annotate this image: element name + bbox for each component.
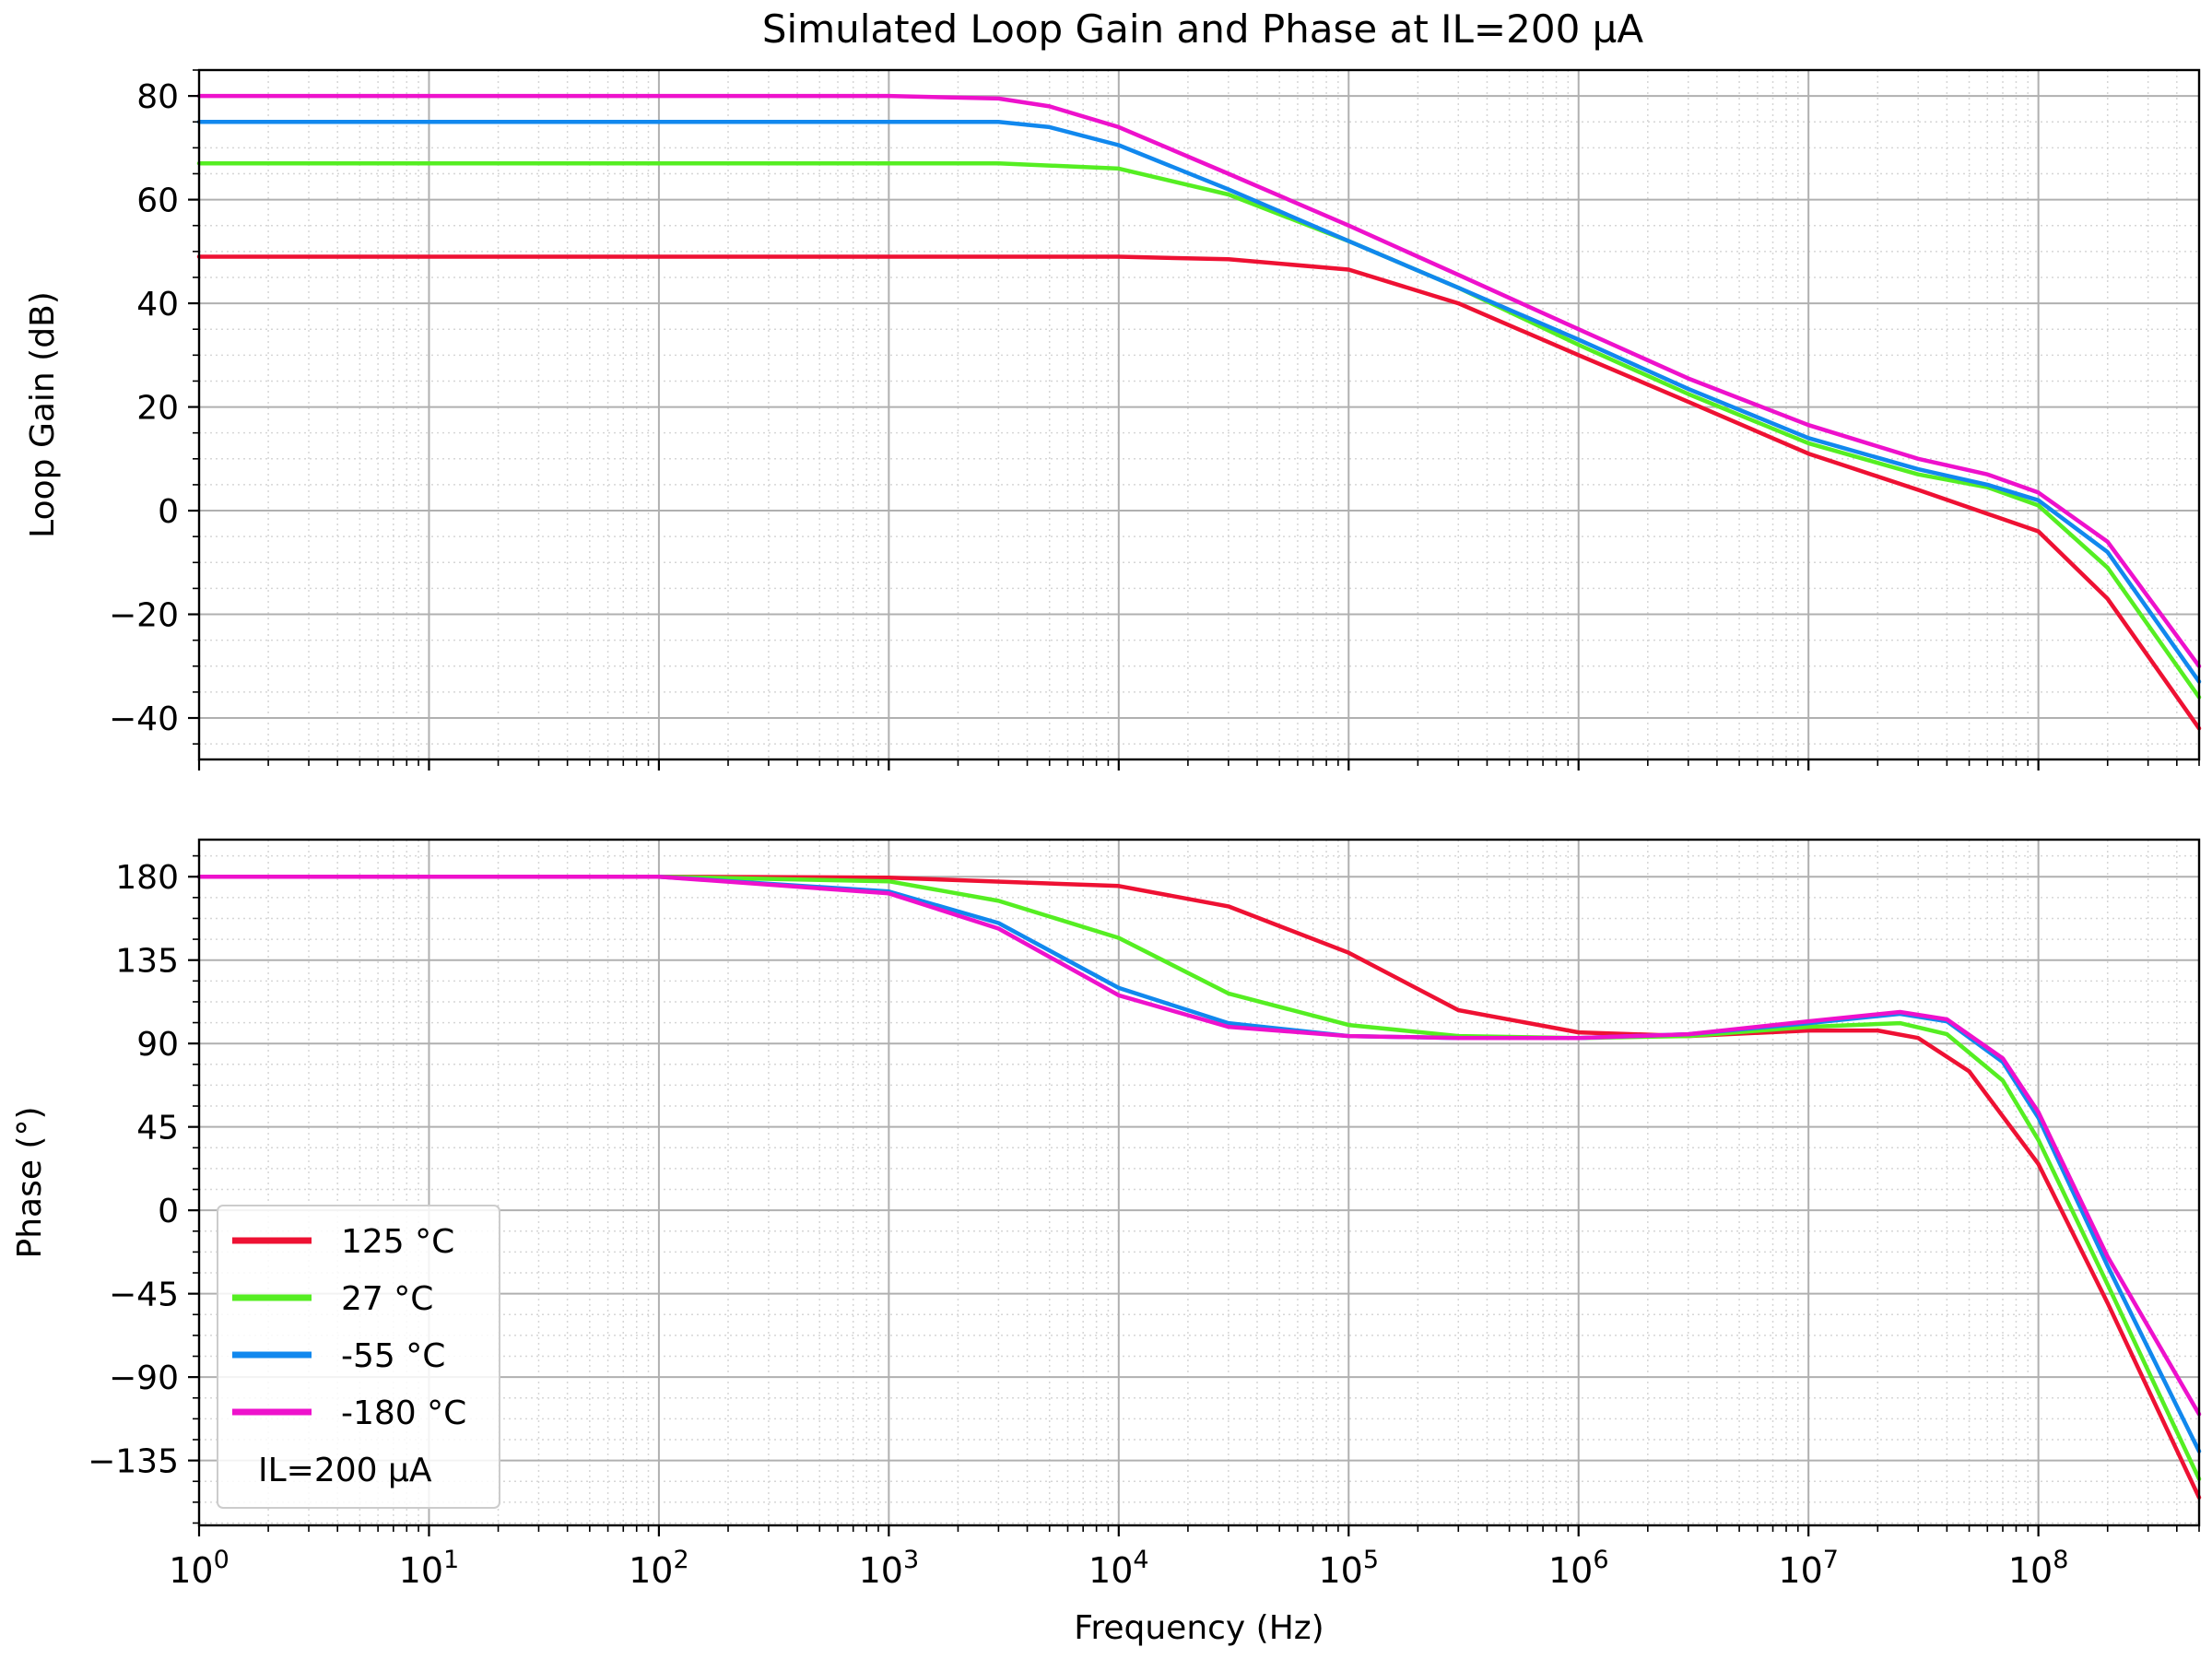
x-tick-label: 108	[2008, 1546, 2069, 1591]
y-tick-label: 135	[115, 943, 179, 981]
gain-axes-frame	[197, 68, 2201, 761]
phase-series-group	[196, 874, 2202, 1500]
x-tick-label: 107	[1778, 1546, 1839, 1591]
x-tick-label: 100	[169, 1546, 229, 1591]
series-125c-line	[196, 254, 2202, 731]
phase-y-axis-label: Phase (°)	[11, 1106, 49, 1258]
y-tick-label: −20	[109, 597, 179, 635]
legend-label: 125 °C	[341, 1223, 454, 1261]
y-tick-label: −40	[109, 700, 179, 738]
gain-minor-grid	[199, 69, 2200, 759]
series--180c-line	[196, 93, 2202, 669]
y-tick-label: 45	[136, 1110, 179, 1147]
legend-label: -55 °C	[341, 1337, 445, 1375]
x-tick-label: 106	[1548, 1546, 1609, 1591]
phase-panel: 180 135 90 45 0 −45 −90 −135 100 101 102 103 104 105…	[11, 838, 2202, 1647]
legend-label: -180 °C	[341, 1394, 466, 1432]
y-tick-label: 90	[136, 1026, 179, 1064]
y-tick-label: 40	[136, 286, 179, 324]
gain-series-group	[196, 93, 2202, 731]
legend-items: 125 °C 27 °C -55 °C -180 °C	[232, 1223, 466, 1432]
y-tick-label: −90	[109, 1359, 179, 1397]
phase-minor-grid	[199, 840, 2200, 1525]
legend-note: IL=200 µA	[258, 1452, 432, 1489]
x-tick-label: 104	[1088, 1546, 1149, 1591]
x-tick-label: 105	[1319, 1546, 1380, 1591]
phase-y-tick-labels: 180 135 90 45 0 −45 −90 −135	[88, 859, 179, 1480]
y-tick-label: 0	[158, 493, 179, 531]
gain-y-axis-label: Loop Gain (dB)	[24, 291, 62, 538]
loop-gain-panel: 80 60 40 20 0 −20 −40 Loop Gain (dB)	[24, 68, 2202, 771]
y-tick-label: 80	[136, 78, 179, 116]
x-tick-label: 102	[629, 1546, 689, 1591]
gain-y-tick-labels: 80 60 40 20 0 −20 −40	[109, 78, 179, 738]
gain-tick-marks	[188, 69, 2200, 771]
phase-tick-marks	[188, 854, 2200, 1536]
x-tick-label: 103	[859, 1546, 920, 1591]
phase-axes-frame	[197, 838, 2201, 1527]
legend-label: 27 °C	[341, 1280, 433, 1318]
legend-box	[217, 1205, 500, 1509]
x-tick-label: 101	[399, 1546, 460, 1591]
legend: 125 °C 27 °C -55 °C -180 °C IL=200 µA	[217, 1205, 500, 1509]
y-tick-label: 0	[158, 1193, 179, 1230]
series--180c-line	[196, 874, 2202, 1417]
gain-major-grid	[198, 70, 2199, 759]
x-axis-label: Frequency (Hz)	[1074, 1609, 1324, 1647]
chart-title: Simulated Loop Gain and Phase at IL=200 …	[762, 6, 1643, 52]
y-tick-label: 20	[136, 390, 179, 428]
y-tick-label: 60	[136, 182, 179, 220]
y-tick-label: 180	[115, 859, 179, 897]
phase-x-tick-labels: 100 101 102 103 104 105 106 107 108	[169, 1546, 2068, 1591]
y-tick-label: −45	[109, 1277, 179, 1314]
y-tick-label: −135	[88, 1443, 179, 1481]
series--55c-line	[196, 119, 2202, 684]
